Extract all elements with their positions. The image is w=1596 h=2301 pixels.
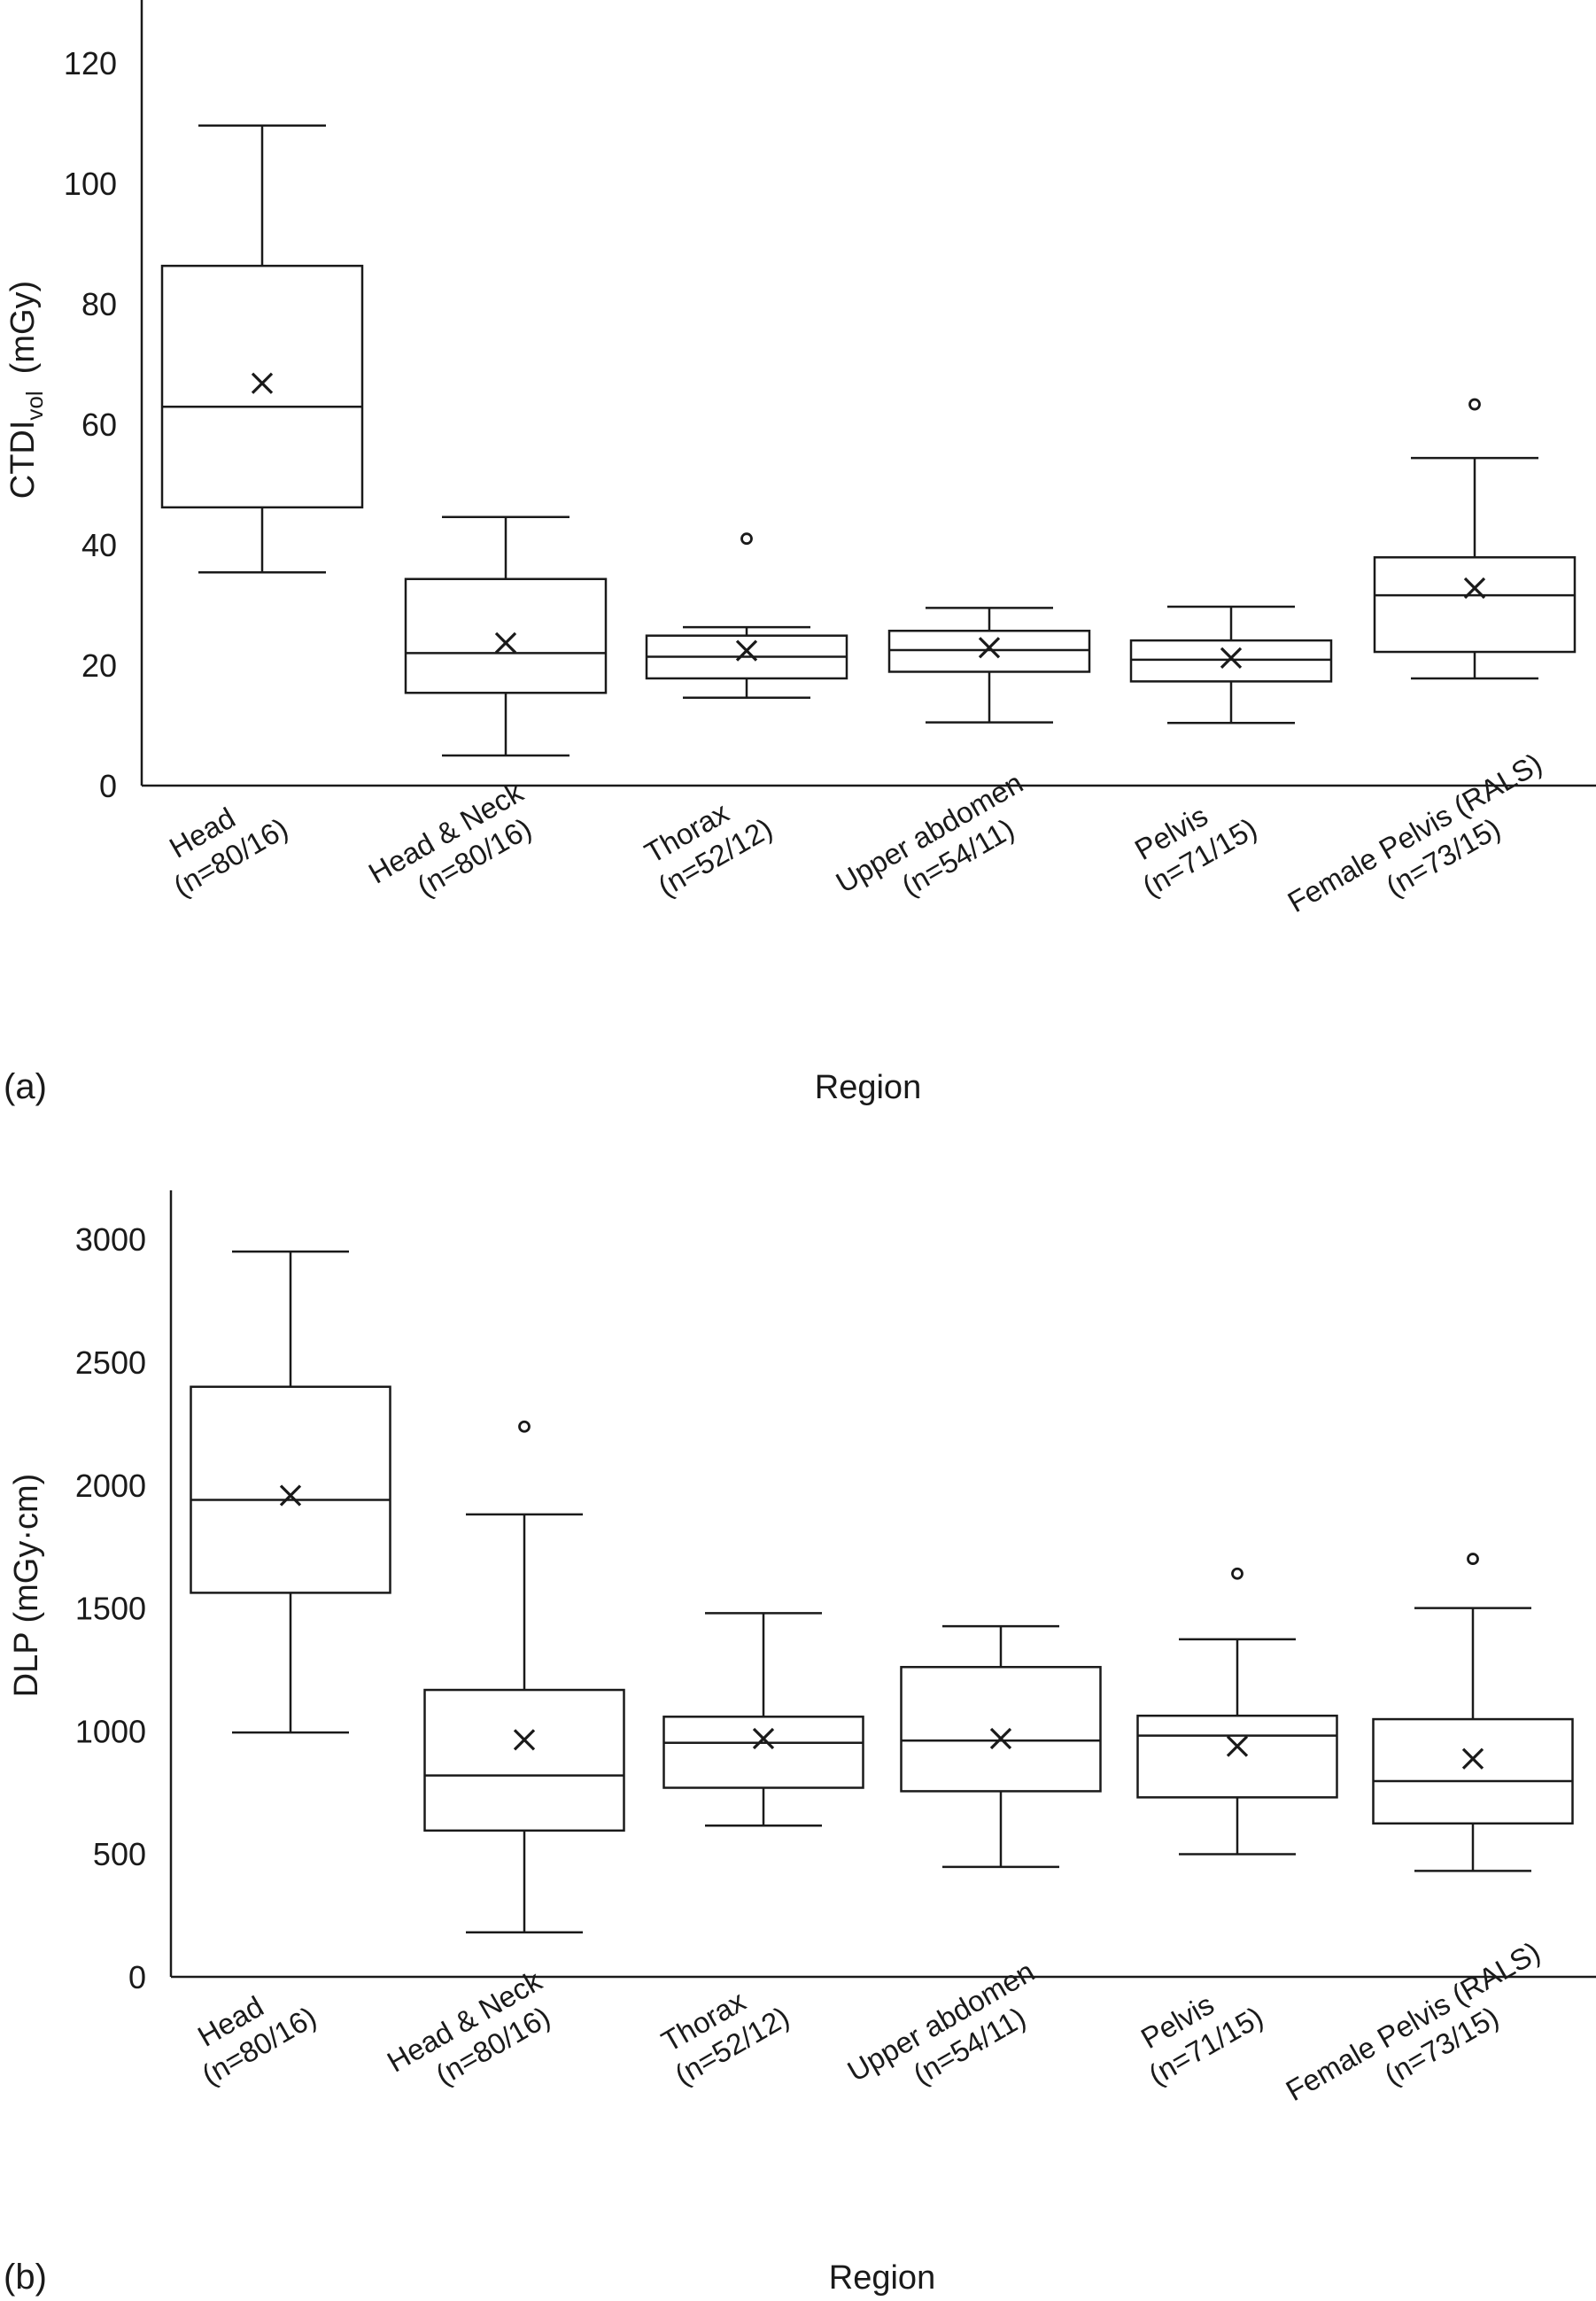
iqr-box [887,629,1091,673]
box-plot-pelvis [1136,1567,1338,1856]
mean-marker [494,631,517,654]
x-category-label: Thorax(n=52/12) [652,1969,795,2091]
y-tick-label: 0 [128,1959,146,1995]
mean-marker [279,1484,302,1507]
x-category-label: Upper abdomen(n=54/11) [842,1955,1058,2119]
iqr-box [1373,556,1577,654]
y-tick-label: 20 [81,647,117,684]
iqr-box [662,1716,864,1789]
x-category-label: Upper abdomen(n=54/11) [831,766,1046,930]
box-plot-head-neck [423,1420,625,1934]
y-tick-label: 80 [81,286,117,322]
iqr-box [190,1385,391,1594]
chart-panel-a: 0 20 40 60 80 100 120 CTDIvol (mGy) Head(n=80/16… [4,0,1596,1106]
outlier-point [1231,1567,1243,1580]
y-tick-label: 1000 [75,1713,146,1749]
mean-marker [513,1729,536,1751]
iqr-box [1136,1714,1338,1799]
iqr-box [900,1665,1102,1793]
x-category-label: Female Pelvis (RALS)(n=73/15) [1280,1935,1563,2138]
x-axis-label: Region [815,1069,921,1106]
mean-marker [978,637,1001,659]
box-plot-pelvis [1129,605,1333,724]
outlier-point [1468,398,1481,411]
y-tick-label: 60 [81,407,117,443]
box-plot-female-pelvis-rals- [1372,1553,1574,1872]
x-category-label: Thorax(n=52/12) [635,780,779,903]
y-tick-label: 0 [99,768,117,804]
mean-marker [1226,1735,1249,1757]
y-tick-label: 2500 [75,1344,146,1381]
y-tick-label: 2000 [75,1468,146,1504]
box-plot-upper-abdomen [887,607,1091,724]
box-plot-thorax [662,1612,864,1827]
y-tick-label: 40 [81,527,117,563]
y-tick-label: 500 [93,1836,146,1872]
y-tick-label: 1500 [75,1591,146,1627]
iqr-box [404,577,608,694]
iqr-box [1372,1717,1574,1825]
box-plot-thorax [645,532,848,699]
outlier-point [518,1420,531,1433]
panel-label: (a) [4,1067,47,1106]
y-axis-label: DLP (mGy·cm) [8,1474,45,1698]
outlier-point [740,532,753,546]
x-category-label: Female Pelvis (RALS)(n=73/15) [1282,747,1565,949]
iqr-box [160,264,364,509]
box-plot-head-neck [404,515,608,757]
panel-label: (b) [4,2258,47,2297]
y-tick-label: 3000 [75,1221,146,1258]
mean-marker [1461,1747,1484,1770]
x-category-label: Head(n=80/16) [179,1969,322,2091]
box-plot-female-pelvis-rals- [1373,398,1577,680]
x-category-label: Pelvis(n=71/15) [1126,1969,1269,2091]
y-tick-label: 100 [64,166,117,202]
mean-marker [1220,647,1243,669]
iqr-box [1129,639,1333,683]
x-category-label: Head & Neck(n=80/16) [363,775,546,920]
mean-marker [989,1727,1012,1750]
x-axis-label: Region [829,2259,935,2297]
x-category-label: Head(n=80/16) [151,780,294,903]
x-category-label: Pelvis(n=71/15) [1120,780,1263,903]
iqr-box [423,1688,625,1832]
box-plot-upper-abdomen [900,1624,1102,1869]
x-category-label: Head & Neck(n=80/16) [382,1964,565,2109]
box-plot-head [190,1250,391,1734]
box-plot-head [160,124,364,574]
mean-marker [251,372,274,394]
mean-marker [735,639,758,662]
outlier-point [1467,1553,1479,1565]
mean-marker [752,1727,775,1750]
y-axis-label: CTDIvol (mGy) [4,281,48,499]
mean-marker [1463,577,1486,600]
y-tick-label: 120 [64,45,117,81]
chart-panel-b: 0 500 1000 1500 2000 2500 3000 DLP (mGy·cm) Head… [4,1190,1596,2297]
